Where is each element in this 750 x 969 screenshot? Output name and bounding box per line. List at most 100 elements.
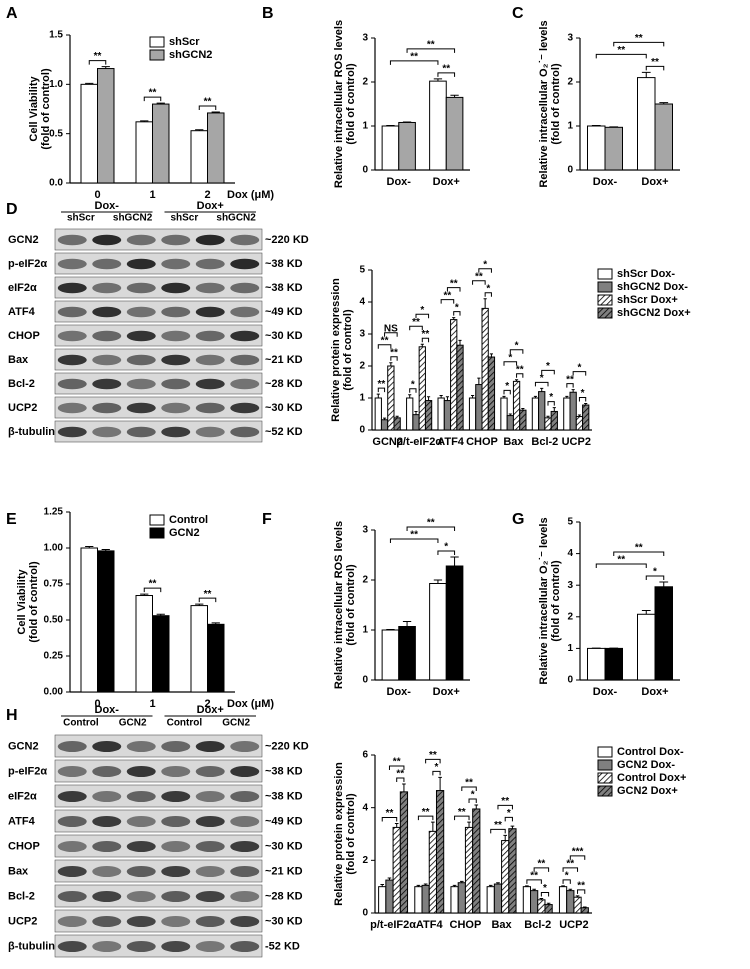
blot-group-label: Dox- [95,200,120,212]
error-bar [101,548,110,551]
protein-label: ATF4 [8,815,36,827]
error-bar [427,396,431,401]
significance-label: ** [516,364,524,375]
bar [508,828,517,914]
x-tick-label: Dox- [593,176,618,188]
significance-bracket [526,879,542,884]
bar [406,397,414,431]
x-tick-label: UCP2 [562,436,591,448]
significance-bracket [509,349,524,354]
blot-band [230,866,260,877]
x-tick-label: CHOP [450,919,482,931]
y-tick-label: 3 [362,525,368,536]
legend-swatch [597,281,613,293]
significance-label: * [543,883,547,894]
error-bar [458,339,462,346]
blot-band [195,354,225,366]
bar [428,830,437,914]
significance-bracket [472,280,486,285]
significance-label: * [653,567,657,578]
y-tick-label: 1.0 [49,79,63,90]
blot-band [126,426,156,438]
legend-label: GCN2 Dox+ [617,785,678,797]
significance-bracket [572,371,587,376]
size-label: ~52 KD [265,426,303,438]
bar [381,629,400,681]
bar [493,883,503,914]
legend-label: shScr Dox+ [617,294,678,306]
bar [387,365,395,431]
significance-bracket [406,526,456,531]
blot-band [57,378,87,390]
bar [190,130,208,184]
bar [573,896,582,914]
blot-band [57,816,87,827]
blot-band [126,306,156,318]
bar [399,791,409,914]
blot-band [195,941,225,952]
error-bar [387,877,392,881]
significance-label: * [411,379,415,390]
blot-band [230,816,260,827]
blot-band [57,941,87,952]
y-tick-label: 0 [362,165,368,176]
error-bar [85,82,94,85]
y-tick-label: 0 [567,675,573,686]
significance-label: ** [617,555,625,566]
protein-label: Bcl-2 [8,378,35,390]
error-bar [503,834,508,841]
significance-bracket [490,828,506,834]
error-bar [395,415,399,418]
blot-band [161,741,191,752]
error-bar [577,414,581,417]
protein-label: CHOP [8,330,40,342]
y-tick-label: 4 [567,548,573,559]
protein-label: p-eIF2α [8,765,47,777]
y-tick-label: 0.5 [49,128,63,139]
bar [501,840,510,914]
significance-bracket [415,313,430,319]
blot-band [161,354,191,366]
bar [97,68,115,184]
significance-bracket [409,388,417,393]
blot-band [195,891,225,902]
error-bar [452,317,456,320]
error-bar [438,776,442,791]
significance-label: ** [381,335,389,346]
error-bar [546,902,551,905]
protein-label: CHOP [8,840,40,852]
error-bar [532,888,536,891]
blot-band [161,841,191,852]
significance-bracket [432,770,441,776]
error-bar [659,581,669,587]
panel-label: B [262,5,274,22]
legend-label: Control [169,514,208,526]
legend-swatch [149,527,165,539]
error-bar [488,884,493,887]
significance-bracket [613,41,665,47]
x-tick-label: Bax [491,919,512,931]
significance-bracket [421,337,430,343]
blot-band [161,330,191,342]
significance-label: * [486,283,490,294]
error-bar [445,396,449,401]
error-bar [402,621,412,627]
y-tick-label: 2 [362,575,368,586]
error-bar [420,343,424,347]
bar [654,586,673,681]
y-axis-label: Relative intracellular ROS levels [333,521,345,689]
y-tick-label: 1.00 [44,543,64,554]
blot-band [195,258,225,270]
blot-band [57,841,87,852]
error-bar [552,407,556,412]
blot-band [230,282,260,294]
legend-label: shGCN2 Dox- [617,281,688,293]
blot-band [195,282,225,294]
blot-band [126,841,156,852]
bar [468,397,477,431]
blot-band [126,866,156,877]
significance-label: ** [422,807,430,818]
blot-band [57,234,87,246]
blot-band [195,916,225,927]
